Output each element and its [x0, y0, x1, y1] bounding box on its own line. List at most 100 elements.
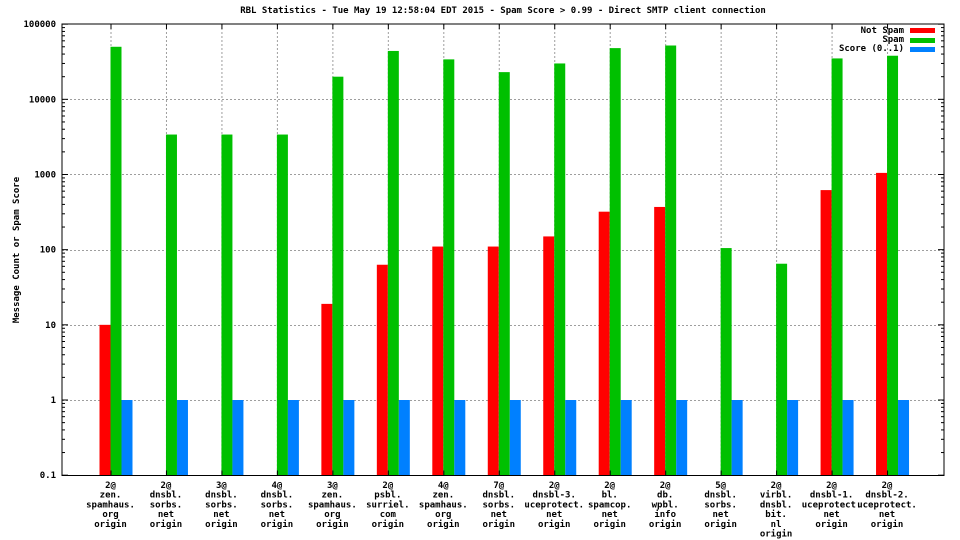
legend: Not Spam Spam Score (0..1) [839, 26, 935, 54]
y-tick-label: 100000 [23, 20, 56, 30]
x-category-label: 2@ [604, 481, 615, 491]
x-category-label: 2@ [660, 481, 671, 491]
x-category-label: zen. [432, 491, 454, 501]
x-category-label: sorbs. [483, 500, 516, 510]
x-category-label: origin [815, 519, 848, 530]
not-spam-bar [820, 190, 832, 476]
score-0-1-bar [898, 400, 910, 476]
x-category-label: 2@ [105, 481, 116, 491]
x-category-label: 2@ [882, 481, 893, 491]
spam-bar [221, 134, 233, 476]
x-category-label: dnsbl. [704, 491, 737, 501]
x-category-label: sorbs. [150, 500, 183, 510]
legend-label: Not Spam [860, 25, 904, 36]
x-category-label: net [879, 510, 895, 520]
x-category-label: psbl. [374, 491, 401, 501]
spam-bar [498, 72, 510, 476]
y-tick-label: 0.1 [40, 471, 56, 481]
score-0-1-bar [176, 400, 188, 476]
x-category-label: dnsbl. [205, 491, 238, 501]
x-category-label: net [213, 510, 229, 520]
x-category-label: dnsbl-2. [865, 491, 908, 501]
spam-bar [831, 58, 843, 476]
spam-bar [443, 59, 455, 476]
x-category-label: uceprotect. [524, 500, 584, 510]
score-0-1-bar [287, 400, 299, 476]
spam-bar [110, 46, 122, 476]
x-category-label: origin [871, 519, 904, 530]
x-category-label: zen. [100, 491, 122, 501]
x-category-label: origin [427, 519, 460, 530]
x-category-label: net [491, 510, 507, 520]
x-category-label: 2@ [161, 481, 172, 491]
score-0-1-bar [454, 400, 466, 476]
legend-label: Score (0..1) [838, 44, 904, 55]
x-category-label: origin [150, 519, 183, 530]
legend-swatch [910, 37, 935, 43]
x-category-label: uceprotect. [802, 500, 862, 510]
score-0-1-bar [620, 400, 632, 476]
chart-title: RBL Statistics - Tue May 19 12:58:04 EDT… [240, 6, 766, 16]
y-tick-label: 1000 [34, 170, 56, 180]
x-category-label: net [269, 510, 285, 520]
x-category-label: bl. [602, 491, 618, 501]
x-category-label: 2@ [382, 481, 393, 491]
spam-bar [609, 48, 621, 476]
x-category-label: origin [538, 519, 571, 530]
score-0-1-bar [121, 400, 133, 476]
x-category-label: 3@ [216, 481, 227, 491]
x-category-label: net [602, 510, 618, 520]
not-spam-bar [876, 172, 888, 476]
x-category-label: 2@ [549, 481, 560, 491]
spam-bar [887, 55, 899, 476]
not-spam-bar [487, 246, 499, 476]
legend-row: Score (0..1) [838, 44, 935, 55]
x-category-label: 4@ [438, 481, 449, 491]
x-category-label: 5@ [715, 481, 726, 491]
x-category-label: org [324, 510, 340, 520]
spam-bar [165, 134, 177, 476]
x-category-label: spamhaus. [308, 500, 357, 510]
y-tick-label: 1 [51, 396, 56, 406]
score-0-1-bar [509, 400, 521, 476]
legend-row: Not Spam [839, 25, 935, 36]
y-tick-label: 100 [40, 246, 56, 256]
x-category-label: origin [483, 519, 516, 530]
not-spam-bar [543, 236, 555, 476]
x-category-label: net [713, 510, 729, 520]
x-category-label: surriel. [366, 499, 409, 510]
spam-bar [665, 45, 677, 476]
x-category-label: info [654, 509, 676, 520]
x-category-label: origin [316, 519, 349, 530]
x-category-label: origin [649, 519, 682, 530]
score-0-1-bar [676, 400, 688, 476]
x-category-label: spamcop. [588, 500, 631, 510]
spam-bar [720, 248, 732, 476]
y-axis-title: Message Count or Spam Score [12, 176, 22, 324]
x-category-label: dnsbl-1. [810, 491, 853, 501]
score-0-1-bar [787, 400, 799, 476]
x-category-label: net [546, 510, 562, 520]
spam-bar [554, 63, 566, 476]
x-category-label: net [158, 510, 174, 520]
x-category-label: 2@ [826, 481, 837, 491]
x-category-label: 3@ [327, 481, 338, 491]
legend-swatch [910, 46, 935, 52]
x-category-label: dnsbl. [150, 491, 183, 501]
x-category-label: uceprotect. [857, 500, 917, 510]
score-0-1-bar [398, 400, 410, 476]
x-category-label: origin [94, 519, 127, 530]
x-category-label: 4@ [271, 481, 282, 491]
x-category-label: 7@ [493, 481, 504, 491]
score-0-1-bar [343, 400, 355, 476]
legend-swatch [910, 28, 935, 34]
spam-bar [387, 50, 399, 476]
x-category-label: com [380, 510, 397, 520]
legend-row: Spam [839, 35, 935, 45]
x-category-label: nl [771, 520, 782, 530]
spam-bar [776, 263, 788, 476]
x-category-label: 2@ [771, 481, 782, 491]
x-category-label: dnsbl. [760, 500, 793, 510]
not-spam-bar [376, 264, 388, 476]
